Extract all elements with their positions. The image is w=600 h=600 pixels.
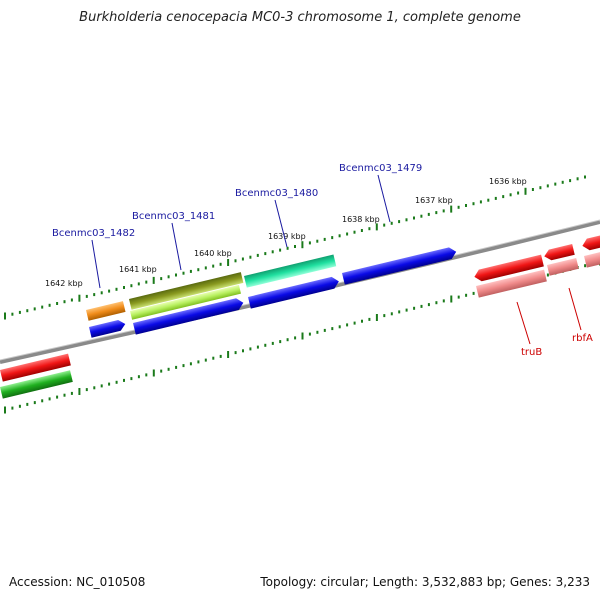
leader-line-1479 <box>377 174 391 223</box>
leader-line-truB <box>516 301 531 345</box>
gene-label-truB[interactable]: truB <box>521 347 542 358</box>
leader-line-1481 <box>171 222 182 271</box>
gene-label-bcenmc03-1480[interactable]: Bcenmc03_1480 <box>235 188 318 199</box>
tick-label-1637: 1637 kbp <box>415 196 453 205</box>
cds-teal-bcenmc03-1480[interactable] <box>244 254 337 288</box>
cds-red-truB[interactable] <box>473 254 544 283</box>
tick-label-1638: 1638 kbp <box>342 215 380 224</box>
cds-blue-1480-lower[interactable] <box>248 276 340 309</box>
cds-lime-bcenmc03-1481[interactable] <box>130 284 242 320</box>
map-title: Burkholderia cenocepacia MC0-3 chromosom… <box>79 10 521 25</box>
topology-label: Topology: circular; Length: 3,532,883 bp… <box>260 575 590 589</box>
cds-red-rbfA[interactable] <box>543 243 575 262</box>
cds-orange-bcenmc03-1482[interactable] <box>86 301 126 321</box>
tick-label-1642: 1642 kbp <box>45 279 83 288</box>
cds-pink-rbfA[interactable] <box>547 257 579 276</box>
cds-red-left-1[interactable] <box>0 353 71 382</box>
accession-label: Accession: NC_010508 <box>9 575 146 589</box>
leader-line-1480 <box>274 199 288 248</box>
leader-line-rbfA <box>568 287 582 331</box>
cds-green-left-1[interactable] <box>0 370 73 399</box>
gene-label-rbfA[interactable]: rbfA <box>572 333 593 344</box>
cds-olive-bcenmc03-1481[interactable] <box>129 272 244 310</box>
gene-label-bcenmc03-1479[interactable]: Bcenmc03_1479 <box>339 163 422 174</box>
outer-tick-row <box>4 175 586 320</box>
leader-line-1482 <box>91 239 101 289</box>
cds-blue-bcenmc03-1479[interactable] <box>342 246 458 285</box>
tick-label-1639: 1639 kbp <box>268 232 306 241</box>
gene-leader-lines-red <box>516 287 582 345</box>
cds-red-right-edge[interactable] <box>581 232 600 252</box>
tick-labels: 1642 kbp 1641 kbp 1640 kbp 1639 kbp 1638… <box>45 177 527 288</box>
cds-pink-right-edge[interactable] <box>584 248 600 268</box>
tick-label-1641: 1641 kbp <box>119 265 157 274</box>
cds-blue-1481-lower[interactable] <box>133 297 245 335</box>
tick-label-1636: 1636 kbp <box>489 177 527 186</box>
feature-track <box>0 232 600 399</box>
cds-pink-truB[interactable] <box>476 269 547 298</box>
cds-blue-small[interactable] <box>89 319 127 338</box>
gene-labels: Bcenmc03_1482 Bcenmc03_1481 Bcenmc03_148… <box>52 163 593 358</box>
gene-leader-lines <box>91 174 391 289</box>
gene-label-bcenmc03-1482[interactable]: Bcenmc03_1482 <box>52 228 135 239</box>
tick-label-1640: 1640 kbp <box>194 249 232 258</box>
gene-label-bcenmc03-1481[interactable]: Bcenmc03_1481 <box>132 211 215 222</box>
